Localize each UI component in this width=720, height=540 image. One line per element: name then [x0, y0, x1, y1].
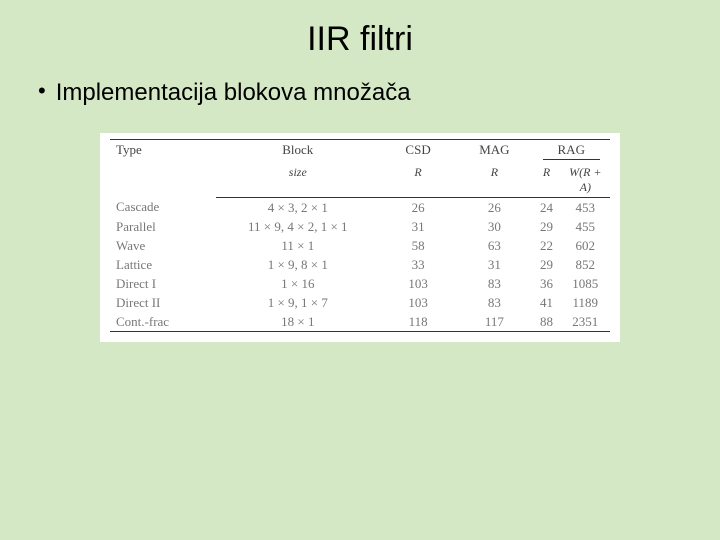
col-header-rag: RAG: [533, 140, 611, 164]
col-sub-rag-w: W(R + A): [561, 163, 610, 198]
table-row: Parallel11 × 9, 4 × 2, 1 × 1313029455: [110, 217, 610, 236]
cell-csd: 103: [380, 293, 456, 312]
cell-rag-r: 22: [533, 236, 561, 255]
table-container: Type Block CSD MAG RAG size R R R W(R + …: [100, 133, 620, 342]
cell-mag: 83: [456, 274, 532, 293]
table-row: Direct I1 × 1610383361085: [110, 274, 610, 293]
col-header-block: Block: [216, 140, 380, 164]
table-row: Wave11 × 1586322602: [110, 236, 610, 255]
page-title: IIR filtri: [30, 20, 690, 59]
rag-label: RAG: [543, 142, 601, 160]
table-row: Lattice1 × 9, 8 × 1333129852: [110, 255, 610, 274]
cell-mag: 83: [456, 293, 532, 312]
table-row: Direct II1 × 9, 1 × 710383411189: [110, 293, 610, 312]
slide: IIR filtri • Implementacija blokova množ…: [0, 0, 720, 540]
col-header-csd: CSD: [380, 140, 456, 164]
cell-rag-r: 24: [533, 198, 561, 218]
cell-block: 18 × 1: [216, 312, 380, 332]
cell-rag-r: 29: [533, 217, 561, 236]
cell-mag: 26: [456, 198, 532, 218]
cell-mag: 117: [456, 312, 532, 332]
cell-block: 1 × 16: [216, 274, 380, 293]
table-row: Cascade4 × 3, 2 × 1262624453: [110, 198, 610, 218]
bullet-item: • Implementacija blokova množača: [30, 77, 690, 108]
cell-rag-r: 36: [533, 274, 561, 293]
cell-csd: 26: [380, 198, 456, 218]
cell-type: Cascade: [110, 198, 216, 218]
cell-rag-w: 852: [561, 255, 610, 274]
cell-rag-w: 455: [561, 217, 610, 236]
cell-type: Direct I: [110, 274, 216, 293]
cell-type: Lattice: [110, 255, 216, 274]
cell-block: 11 × 1: [216, 236, 380, 255]
cell-rag-w: 453: [561, 198, 610, 218]
cell-rag-w: 602: [561, 236, 610, 255]
cell-rag-w: 1085: [561, 274, 610, 293]
col-sub-csd: R: [380, 163, 456, 198]
cell-type: Cont.-frac: [110, 312, 216, 332]
cell-csd: 33: [380, 255, 456, 274]
cell-csd: 103: [380, 274, 456, 293]
cell-type: Parallel: [110, 217, 216, 236]
cell-block: 1 × 9, 1 × 7: [216, 293, 380, 312]
cell-type: Direct II: [110, 293, 216, 312]
cell-rag-w: 1189: [561, 293, 610, 312]
col-sub-block: size: [216, 163, 380, 198]
cell-rag-r: 88: [533, 312, 561, 332]
cell-type: Wave: [110, 236, 216, 255]
cell-csd: 58: [380, 236, 456, 255]
cell-csd: 31: [380, 217, 456, 236]
cell-block: 11 × 9, 4 × 2, 1 × 1: [216, 217, 380, 236]
cell-block: 1 × 9, 8 × 1: [216, 255, 380, 274]
cell-mag: 30: [456, 217, 532, 236]
col-sub-rag-r: R: [533, 163, 561, 198]
col-sub-mag: R: [456, 163, 532, 198]
col-header-mag: MAG: [456, 140, 532, 164]
cell-block: 4 × 3, 2 × 1: [216, 198, 380, 218]
bullet-text: Implementacija blokova množača: [56, 77, 411, 108]
col-header-type: Type: [110, 140, 216, 198]
cell-mag: 31: [456, 255, 532, 274]
cell-rag-w: 2351: [561, 312, 610, 332]
data-table: Type Block CSD MAG RAG size R R R W(R + …: [110, 139, 610, 332]
cell-rag-r: 41: [533, 293, 561, 312]
cell-csd: 118: [380, 312, 456, 332]
bullet-dot-icon: •: [38, 77, 46, 106]
cell-mag: 63: [456, 236, 532, 255]
table-row: Cont.-frac18 × 1118117882351: [110, 312, 610, 332]
cell-rag-r: 29: [533, 255, 561, 274]
